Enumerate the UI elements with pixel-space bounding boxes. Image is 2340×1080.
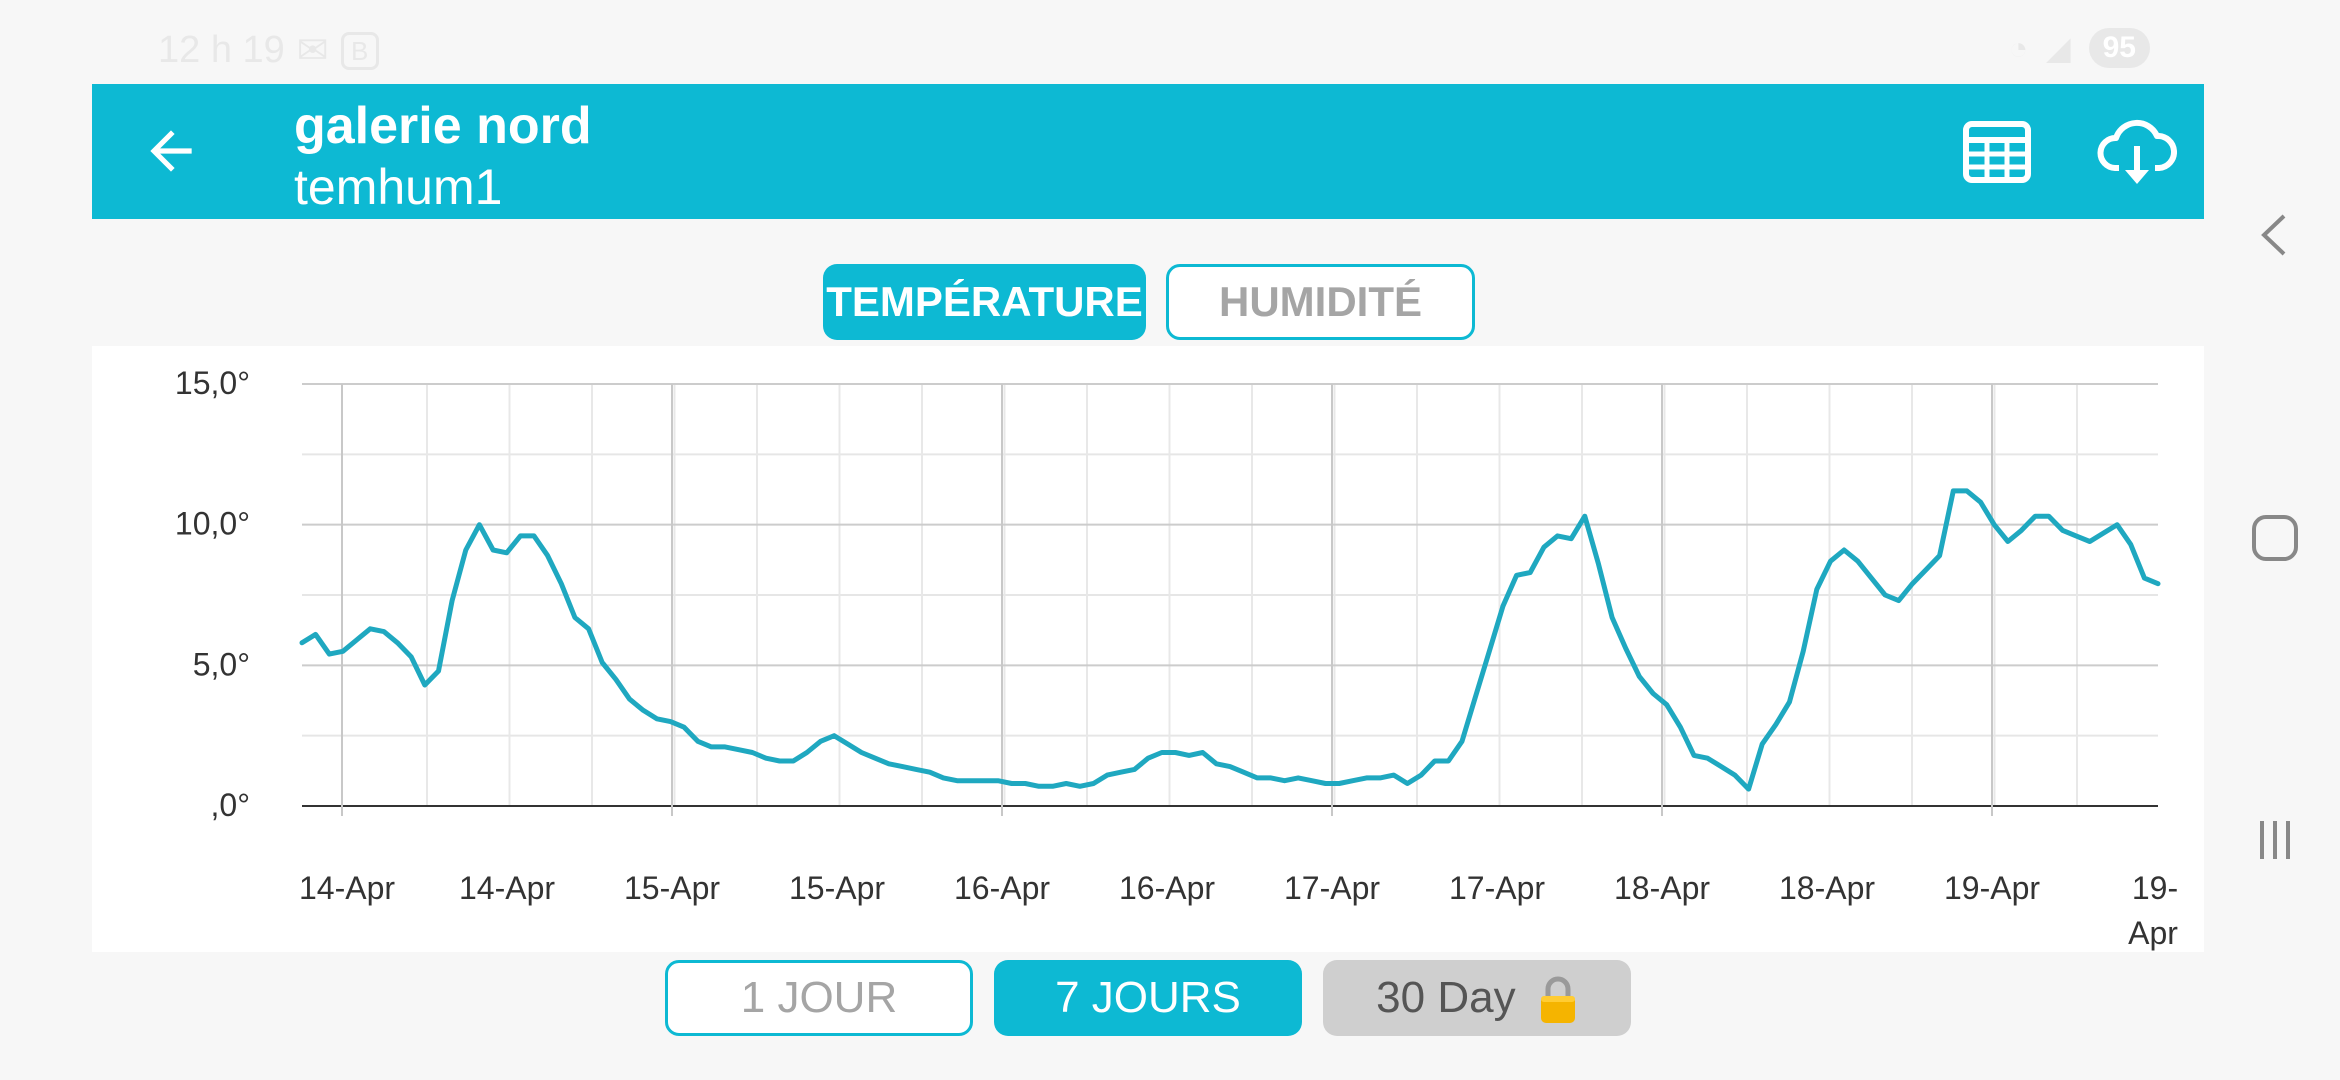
battery-badge: 95 xyxy=(2088,28,2150,68)
x-tick-label: 17-Apr xyxy=(1284,870,1380,906)
x-tick-label: Apr xyxy=(2128,915,2178,951)
grid-minor xyxy=(302,384,2158,806)
y-tick-label: 10,0° xyxy=(175,506,250,542)
x-tick-label: 19- xyxy=(2132,870,2178,906)
status-time: 12 h 19 xyxy=(158,29,285,71)
x-tick-label: 19-Apr xyxy=(1944,870,2040,906)
x-tick-label: 18-Apr xyxy=(1614,870,1710,906)
y-tick-label: 5,0° xyxy=(193,646,250,682)
grid-major xyxy=(302,383,2158,816)
range-30-label: 30 Day xyxy=(1376,973,1516,1022)
wifi-icon: ◔ xyxy=(2008,29,2029,66)
lock-icon xyxy=(1540,976,1575,1024)
cloud-download-icon[interactable] xyxy=(2097,114,2177,190)
temperature-chart: ,0° 5,0° 10,0° 15,0° 14-Apr 14-Apr 15-Apr 15-A… xyxy=(92,346,2204,952)
tab-humidity[interactable]: HUMIDITÉ xyxy=(1166,264,1475,340)
x-tick-label: 17-Apr xyxy=(1449,870,1545,906)
range-7-days-button[interactable]: 7 JOURS xyxy=(994,960,1302,1036)
x-tick-label: 14-Apr xyxy=(459,870,555,906)
series-layer xyxy=(299,488,2161,792)
x-axis-labels: 14-Apr 14-Apr 15-Apr 15-Apr 16-Apr 16-Apr 17-A… xyxy=(299,870,2178,951)
x-tick-label: 16-Apr xyxy=(954,870,1050,906)
arrow-left-icon[interactable] xyxy=(140,120,202,182)
status-badge: B xyxy=(340,31,379,70)
table-grid-icon[interactable] xyxy=(1962,120,2032,184)
y-tick-label: 15,0° xyxy=(175,365,250,401)
x-tick-label: 15-Apr xyxy=(789,870,885,906)
status-right: ◔ ◢ 95 xyxy=(2009,28,2150,68)
y-axis-labels: ,0° 5,0° 10,0° 15,0° xyxy=(175,365,250,823)
tab-temperature[interactable]: TEMPÉRATURE xyxy=(823,264,1146,340)
line-chart: ,0° 5,0° 10,0° 15,0° 14-Apr 14-Apr 15-Apr 15-A… xyxy=(175,365,2178,951)
x-tick-label: 16-Apr xyxy=(1119,870,1215,906)
app-bar: galerie nord temhum1 xyxy=(92,84,2204,219)
page-title: galerie nord xyxy=(294,97,592,155)
temperature-series-line xyxy=(299,488,2161,792)
range-1-day-button[interactable]: 1 JOUR xyxy=(665,960,973,1036)
y-tick-label: ,0° xyxy=(211,787,250,823)
nav-recents-icon[interactable] xyxy=(2240,805,2310,875)
range-30-day-button[interactable]: 30 Day xyxy=(1323,960,1631,1036)
status-bar: 12 h 19 ✉ B ◔ ◢ 95 xyxy=(0,0,2340,80)
page-subtitle: temhum1 xyxy=(294,159,503,215)
mail-icon: ✉ xyxy=(296,30,329,72)
nav-back-icon[interactable] xyxy=(2240,200,2310,270)
x-tick-label: 14-Apr xyxy=(299,870,395,906)
x-tick-label: 18-Apr xyxy=(1779,870,1875,906)
x-tick-label: 15-Apr xyxy=(624,870,720,906)
signal-icon: ◢ xyxy=(2046,30,2071,66)
status-left: 12 h 19 ✉ B xyxy=(158,28,379,73)
nav-home-icon[interactable] xyxy=(2240,503,2310,573)
